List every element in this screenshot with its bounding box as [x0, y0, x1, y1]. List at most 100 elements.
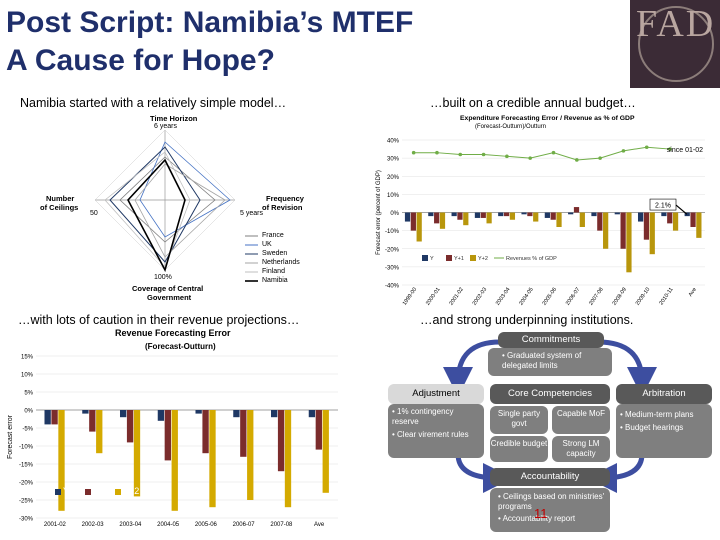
bar-yp2 — [603, 212, 609, 249]
arbitration-box: • Medium-term plans • Budget hearings — [616, 404, 712, 458]
bar-yp1 — [277, 410, 285, 472]
bar-yp1 — [410, 212, 416, 231]
arbitration-bullet-1: • Medium-term plans — [620, 410, 694, 419]
bar-yp2 — [486, 212, 492, 224]
radar-axis-bottom-value: 100% — [154, 274, 172, 281]
radar-series-sweden — [109, 146, 201, 263]
expenditure-error-svg: Expenditure Forecasting Error / Revenue … — [376, 115, 705, 307]
x-tick-label: 2002-03 — [472, 287, 488, 307]
y-tick-label: -10% — [19, 445, 34, 451]
bar-yp2 — [439, 212, 446, 229]
radar-panel: Time Horizon 6 years Number of Ceilings … — [40, 112, 310, 304]
bar-y — [474, 212, 481, 218]
slide-title-line2: A Cause for Hope? — [6, 44, 275, 77]
y-tick-label: 20% — [387, 175, 400, 181]
radar-legend-france: France — [262, 232, 284, 239]
chart-title: Revenue Forecasting Error — [115, 328, 231, 338]
page-number: 11 — [534, 506, 548, 521]
institutions-diagram: Commitments • Graduated system of delega… — [380, 330, 720, 538]
y-tick-label: -15% — [19, 463, 34, 469]
bar-y — [684, 212, 690, 217]
bar-yp1 — [164, 410, 171, 461]
x-tick-label: 2007-08 — [588, 287, 604, 307]
bar-y — [661, 212, 667, 217]
bar-yp2 — [284, 410, 292, 508]
bar-yp1 — [457, 212, 463, 220]
bar-y — [498, 212, 504, 217]
legend-label: Y+1 — [454, 256, 464, 262]
chart-title: Expenditure Forecasting Error / Revenue … — [460, 115, 635, 122]
legend-swatch — [115, 489, 121, 495]
legend-label: Revenues % of GDP — [506, 256, 557, 262]
annotation-arrow — [675, 204, 688, 215]
bar-yp2 — [463, 212, 469, 226]
revenue-point — [668, 147, 672, 151]
bar-yp2 — [171, 410, 178, 511]
x-tick-label: 2009-10 — [635, 287, 651, 307]
radar-series-netherlands — [134, 163, 226, 258]
radar-axis-top-value: 6 years — [154, 123, 177, 130]
revenue-line — [413, 146, 671, 161]
adjustment-bullet-1: • 1% contingency reserve — [392, 407, 454, 426]
bar-y — [428, 212, 434, 217]
commitments-header: Commitments — [498, 332, 604, 348]
radar-axis-right-2: of Revision — [262, 203, 303, 212]
bar-y — [637, 212, 644, 222]
bar-yp2 — [209, 410, 216, 508]
imf-seal-icon — [638, 6, 714, 82]
bar-y — [195, 410, 202, 414]
bar-y — [308, 410, 316, 418]
legend-label: Y+2 — [123, 486, 139, 496]
y-tick-label: -5% — [22, 427, 33, 433]
x-tick-label: 2007-08 — [270, 522, 293, 528]
y-tick-label: 5% — [24, 391, 33, 397]
bar-yp1 — [573, 207, 580, 213]
radar-legend-uk: UK — [262, 241, 272, 248]
slide-title-line1: Post Script: Namibia’s MTEF — [6, 6, 414, 39]
y-tick-label: -40% — [385, 284, 400, 290]
revenue-point — [505, 154, 509, 159]
core-cell-single-party: Single party govt — [490, 406, 548, 434]
y-tick-label: 0% — [24, 409, 33, 415]
legend-label: Y — [430, 256, 434, 262]
caption-top-right: …built on a credible annual budget… — [430, 96, 636, 110]
y-tick-label: 10% — [21, 373, 34, 379]
radar-legend-finland: Finland — [262, 268, 285, 275]
x-tick-label: 2004-05 — [518, 287, 534, 307]
caption-top-left: Namibia started with a relatively simple… — [20, 96, 287, 110]
bar-yp1 — [597, 212, 603, 231]
radar-axis-right-value: 5 years — [240, 210, 263, 217]
accountability-box: • Ceilings based on ministries' programs… — [490, 488, 610, 532]
accountability-bullet-1: • Ceilings based on ministries' programs — [498, 492, 605, 511]
x-tick-label: 2003-04 — [495, 287, 511, 307]
bar-yp1 — [51, 410, 58, 425]
bar-y — [82, 410, 89, 414]
y-axis-label: Forecast error — [7, 414, 14, 459]
y-tick-label: -30% — [19, 517, 34, 523]
caption-bottom-right: …and strong underpinning institutions. — [420, 313, 634, 327]
x-tick-label: Ave — [314, 522, 325, 528]
revenue-point — [644, 145, 649, 150]
bar-yp1 — [240, 410, 247, 457]
adjustment-header: Adjustment — [388, 384, 484, 404]
bar-yp2 — [672, 212, 679, 231]
commitments-bullet: • Graduated system of delegated limits — [502, 351, 582, 370]
adjustment-box: • 1% contingency reserve • Clear viremen… — [388, 404, 484, 458]
x-tick-label: 2005-06 — [542, 287, 558, 307]
bar-y — [233, 410, 240, 418]
arrow-top-right-icon — [597, 339, 657, 397]
bar-yp2 — [696, 212, 702, 238]
x-tick-label: 2001-02 — [448, 287, 464, 307]
bar-y — [614, 212, 620, 215]
x-tick-label: 2002-03 — [82, 522, 105, 528]
logo-text: FAD — [636, 3, 716, 45]
revenue-point — [598, 156, 602, 160]
bar-yp1 — [126, 410, 134, 443]
legend-swatch — [446, 255, 452, 261]
bar-yp1 — [690, 212, 696, 227]
bar-y — [568, 212, 574, 215]
radar-axis-top: Time Horizon — [150, 114, 198, 123]
arbitration-bullet-2: • Budget hearings — [620, 423, 684, 432]
y-tick-label: -20% — [385, 247, 400, 253]
legend-label: Y+2 — [478, 256, 488, 262]
